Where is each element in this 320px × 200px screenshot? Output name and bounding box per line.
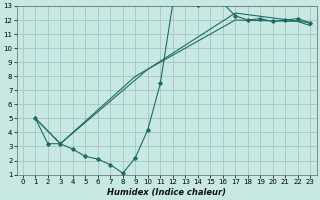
X-axis label: Humidex (Indice chaleur): Humidex (Indice chaleur)	[107, 188, 226, 197]
